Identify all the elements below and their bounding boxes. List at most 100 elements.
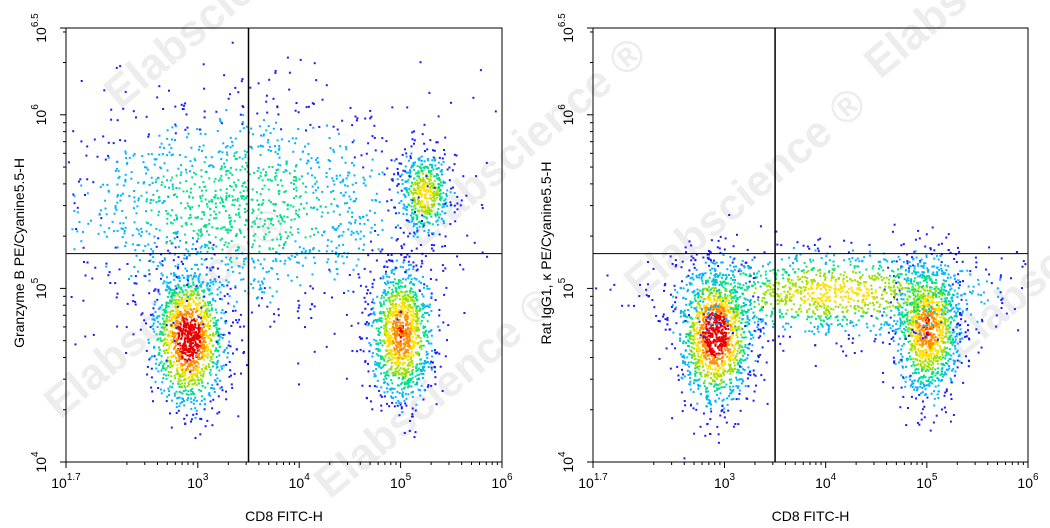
event-dot [198,314,201,316]
event-dot [268,247,271,250]
event-dot [332,190,335,192]
event-dot [177,285,180,288]
event-dot [422,398,425,401]
event-dot [406,106,409,109]
event-dot [431,205,434,208]
event-dot [231,173,234,176]
event-dot [412,390,414,393]
event-dot [210,338,213,341]
event-dot [415,383,418,386]
event-dot [166,341,169,344]
event-dot [255,191,258,194]
event-dot [233,220,236,223]
event-dot [272,97,275,100]
event-dot [408,343,410,346]
event-dot [690,306,693,309]
event-dot [432,232,435,235]
event-dot [393,356,395,359]
event-dot [234,137,237,140]
event-dot [399,336,402,338]
event-dot [164,341,167,344]
event-dot [411,372,414,374]
event-dot [279,238,282,241]
event-dot [410,415,413,418]
event-dot [426,183,429,186]
event-dot [200,263,203,266]
event-dot [389,309,392,312]
event-dot [114,246,117,249]
event-dot [259,171,262,174]
event-dot [390,349,393,352]
event-dot [204,310,207,313]
event-dot [173,237,176,240]
event-dot [200,285,202,288]
event-dot [421,262,424,265]
event-dot [416,198,419,201]
event-dot [433,349,436,352]
event-dot [183,320,185,323]
event-dot [424,195,427,198]
event-dot [395,287,398,290]
event-dot [419,389,421,392]
event-dot [432,156,435,159]
event-dot [418,290,421,292]
event-dot [177,263,180,266]
event-dot [167,371,170,373]
event-dot [189,208,192,211]
event-dot [693,289,696,292]
event-dot [194,159,197,162]
event-dot [197,362,200,365]
event-dot [430,268,433,271]
event-dot [163,314,165,317]
event-dot [416,320,419,323]
event-dot [403,368,406,371]
event-dot [240,278,243,281]
event-dot [212,321,215,324]
event-dot [428,211,431,214]
event-dot [201,356,203,359]
event-dot [453,163,456,166]
event-dot [210,304,213,307]
event-dot [420,344,423,347]
event-dot [391,306,394,309]
event-dot [211,317,214,320]
event-dot [389,342,392,345]
event-dot [406,364,409,367]
event-dot [200,335,203,337]
event-dot [209,314,212,317]
event-dot [140,313,143,316]
event-dot [199,371,202,374]
event-dot [400,406,403,409]
event-dot [420,169,423,172]
event-dot [216,366,219,368]
event-dot [206,356,209,359]
event-dot [395,212,398,215]
event-dot [115,167,118,170]
event-dot [380,320,383,323]
event-dot [85,154,88,157]
event-dot [235,257,238,260]
event-dot [202,299,205,302]
event-dot [379,342,382,344]
event-dot [149,253,152,256]
event-dot [707,390,710,393]
event-dot [417,327,420,330]
event-dot [198,281,201,284]
event-dot [428,287,431,290]
event-dot [116,119,119,122]
event-dot [116,201,119,204]
event-dot [432,192,435,195]
event-dot [437,192,440,195]
event-dot [195,302,198,305]
event-dot [181,263,184,265]
event-dot [160,369,163,372]
event-dot [405,397,408,400]
event-dot [184,377,187,380]
event-dot [380,356,383,359]
event-dot [109,282,112,284]
x-tick-label: 106 [491,472,513,491]
event-dot [367,370,370,373]
event-dot [175,322,178,324]
event-dot [442,222,445,225]
event-dot [147,153,150,156]
